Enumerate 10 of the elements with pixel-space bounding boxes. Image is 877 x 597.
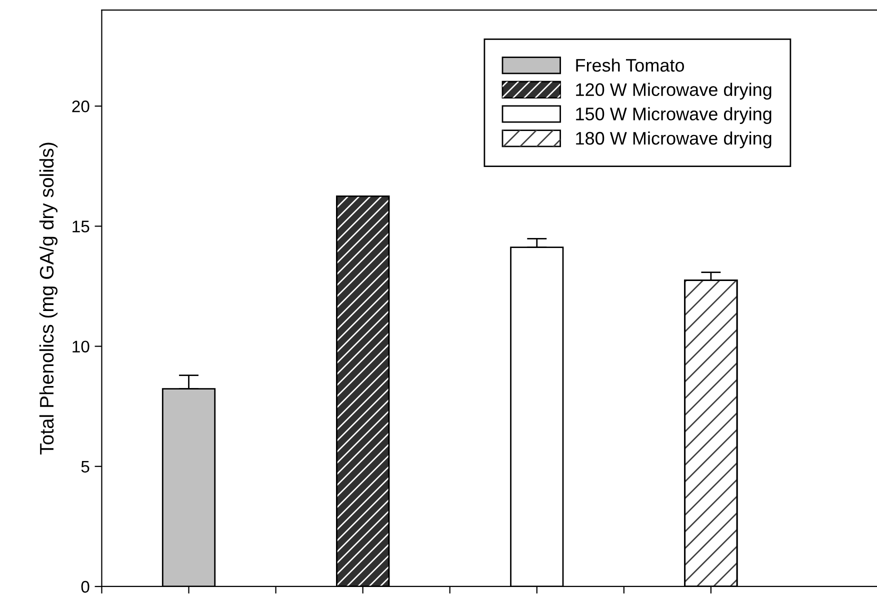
y-tick-label: 0 <box>81 580 90 593</box>
y-tick-label: 10 <box>72 340 90 353</box>
legend-label: 180 W Microwave drying <box>576 131 772 148</box>
y-tick-label: 20 <box>72 100 90 112</box>
legend-label: 120 W Microwave drying <box>576 82 772 100</box>
y-axis-title: Total Phenolics (mg GA/g dry solids) <box>39 142 58 455</box>
legend-label: Fresh Tomato <box>576 58 684 72</box>
legend-label: 150 W Microwave drying <box>576 107 772 124</box>
y-tick-label: 15 <box>72 220 90 232</box>
y-tick-label: 5 <box>81 460 90 473</box>
